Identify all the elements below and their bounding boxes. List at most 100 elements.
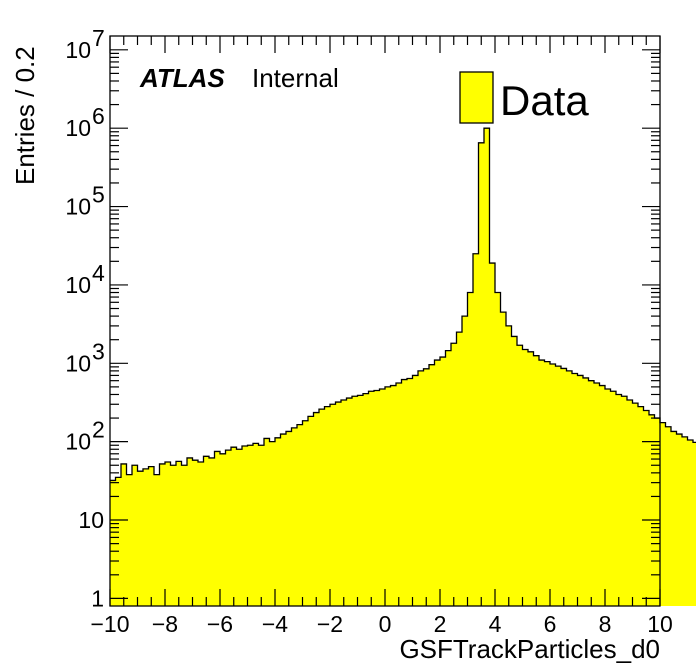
histogram-bar: [396, 383, 402, 606]
histogram-bar: [225, 450, 232, 606]
histogram-bar: [159, 463, 166, 606]
histogram-bar: [308, 416, 314, 606]
internal-label: Internal: [252, 63, 339, 93]
histogram-bar: [412, 375, 419, 606]
histogram-bar: [682, 436, 688, 606]
histogram-bar: [440, 357, 446, 606]
y-tick-label: 10: [65, 37, 91, 63]
histogram-bar: [445, 350, 452, 606]
histogram-bar: [313, 412, 320, 606]
x-tick-label: −6: [207, 611, 233, 637]
y-tick-exponent: 6: [92, 103, 105, 129]
histogram-bar: [533, 355, 540, 606]
histogram-bar: [280, 434, 287, 606]
histogram-bar: [154, 474, 160, 606]
histogram-bar: [242, 446, 248, 606]
histogram-bar: [495, 292, 501, 606]
y-tick-label: 10: [65, 272, 91, 298]
histogram-bar: [335, 402, 342, 606]
histogram-bar: [291, 427, 298, 606]
histogram-bar: [693, 442, 696, 606]
histogram-bar: [478, 142, 485, 607]
histogram-bar: [654, 418, 661, 606]
histogram-bar: [511, 336, 518, 606]
histogram-bar: [418, 370, 424, 606]
histogram-bar: [143, 468, 149, 606]
histogram-bar: [286, 431, 292, 606]
histogram-bar: [269, 441, 276, 606]
histogram-bar: [302, 420, 309, 606]
histogram-bar: [484, 128, 490, 607]
y-tick-label: 10: [65, 115, 91, 141]
histogram-bar: [621, 396, 628, 606]
histogram-bar: [588, 380, 595, 606]
histogram-bar: [566, 370, 573, 606]
histogram-bar: [324, 406, 331, 606]
histogram-bar: [561, 368, 567, 606]
y-tick-label: 10: [78, 507, 104, 533]
histogram-bar: [247, 445, 254, 606]
histogram-bar: [423, 368, 430, 606]
y-tick-exponent: 4: [92, 260, 105, 286]
histogram-bar: [258, 445, 265, 606]
y-tick-exponent: 2: [92, 417, 105, 443]
histogram-bar: [264, 438, 270, 606]
histogram-bar: [638, 406, 644, 606]
histogram-bar: [170, 465, 177, 606]
histogram-bar: [363, 393, 369, 606]
x-axis-title: GSFTrackParticles_d0: [399, 634, 660, 664]
histogram-bar: [632, 403, 639, 606]
histogram-bar: [275, 437, 281, 606]
histogram-bar: [236, 449, 243, 606]
histogram-bar: [643, 410, 650, 606]
y-tick-exponent: 5: [92, 182, 105, 208]
histogram-bar: [137, 471, 144, 606]
x-tick-label: −8: [152, 611, 178, 637]
y-axis-ticks: [110, 49, 660, 600]
histogram-bar: [599, 385, 606, 606]
histogram-bar: [539, 360, 545, 606]
legend-swatch: [459, 71, 494, 124]
histogram-bar: [660, 422, 666, 606]
y-tick-label: 1: [91, 585, 104, 611]
histogram-bar: [220, 453, 226, 606]
histogram-bar: [390, 385, 397, 606]
histogram-bar: [132, 465, 138, 606]
histogram-bar: [649, 414, 655, 606]
histogram-bar: [346, 398, 353, 606]
histogram-bar: [462, 316, 468, 606]
histogram-bar: [385, 386, 391, 606]
histogram-bar: [671, 431, 677, 606]
histogram-bar: [330, 404, 336, 606]
histogram-bar: [577, 375, 584, 606]
x-tick-label: −10: [90, 611, 129, 637]
histogram-bar: [121, 463, 127, 606]
x-tick-label: 0: [379, 611, 392, 637]
histogram-bar: [357, 395, 364, 606]
histogram-bar: [115, 477, 122, 606]
legend-label: Data: [500, 77, 589, 124]
histogram-bar: [319, 409, 325, 606]
histogram-bar: [544, 361, 551, 606]
histogram-bar: [176, 461, 182, 606]
histogram-bar: [627, 400, 633, 606]
x-axis-ticks: [109, 36, 661, 606]
y-tick-label: 10: [65, 194, 91, 220]
x-tick-label: 4: [489, 611, 502, 637]
histogram-bar: [467, 292, 474, 606]
histogram-bar: [341, 400, 347, 606]
histogram-bar: [126, 474, 133, 606]
histogram-bar: [434, 360, 441, 606]
histogram-bar: [616, 394, 622, 606]
x-tick-label: 10: [647, 611, 673, 637]
histogram-bar: [198, 462, 204, 606]
histogram-bar: [572, 373, 578, 606]
histogram-bar: [451, 343, 457, 606]
histogram-bar: [550, 363, 556, 606]
histogram-bar: [517, 345, 523, 606]
histogram-bar: [407, 378, 413, 606]
histogram-bar: [555, 366, 562, 606]
histogram-bar: [528, 351, 534, 606]
histogram-bar: [605, 388, 611, 606]
